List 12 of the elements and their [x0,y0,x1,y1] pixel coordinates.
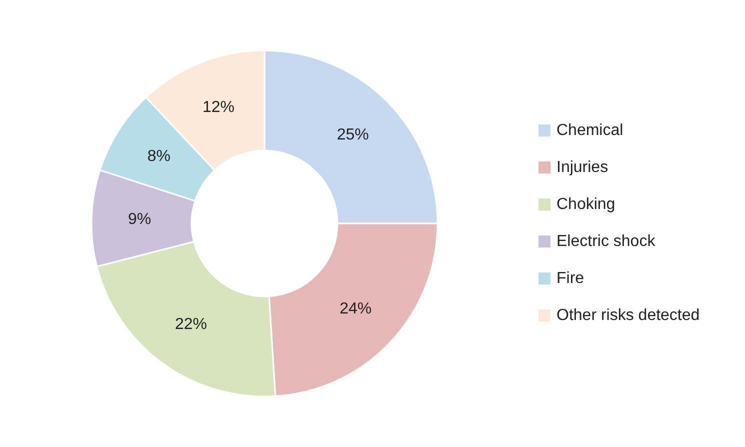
legend-label: Chemical [556,122,624,139]
data-label: 9% [128,211,152,228]
legend-label: Choking [556,196,616,213]
legend-label: Injuries [556,159,608,176]
legend-label: Electric shock [556,233,656,250]
legend-label: Fire [556,270,584,287]
data-label: 22% [175,316,208,334]
data-label: 24% [340,300,372,318]
data-label: 25% [336,126,369,144]
data-label: 8% [147,148,171,166]
data-label: 12% [202,98,235,116]
legend-label: Other risks detected [556,307,700,324]
